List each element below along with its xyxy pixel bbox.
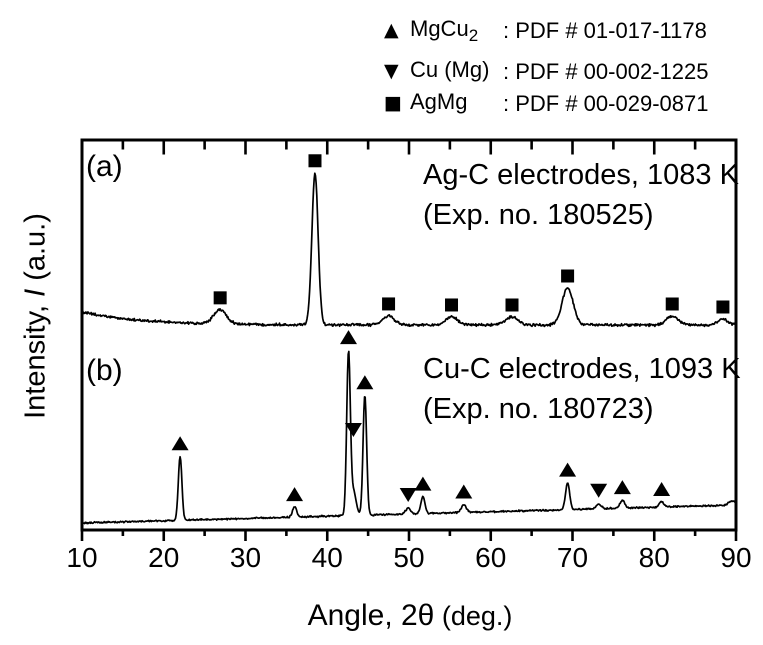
square-marker [505, 298, 519, 312]
triangle-up-marker [414, 476, 432, 491]
xrd-trace-a [81, 172, 737, 328]
annotation-a-line1: Ag-C electrodes, 1083 K [423, 159, 739, 191]
triangle-up-marker [613, 480, 631, 495]
triangle-down-marker [344, 423, 362, 437]
triangle-down-marker [399, 488, 417, 503]
x-tick-label: 60 [475, 542, 507, 573]
square-marker [445, 298, 459, 312]
legend: ▲ MgCu2 : PDF # 01-017-1178 ▼ Cu (Mg) : … [384, 14, 756, 126]
x-tick-label: 70 [556, 542, 589, 573]
square-marker [213, 291, 227, 305]
legend-phase-label: Cu (Mg) [410, 56, 490, 82]
xrd-trace-b [81, 350, 737, 525]
panel-label-a: (a) [86, 150, 123, 183]
triangle-down-icon: ▼ [384, 60, 399, 82]
annotation-series-a: Ag-C electrodes, 1083 K (Exp. no. 180525… [423, 155, 739, 235]
annotation-b-line1: Cu-C electrodes, 1093 K [423, 353, 741, 385]
legend-phase-label: MgCu2 [410, 15, 479, 45]
triangle-up-marker [356, 375, 374, 390]
x-tick-label: 80 [638, 542, 670, 573]
square-marker [308, 154, 322, 168]
triangle-down-marker [590, 483, 608, 498]
x-tick-label: 50 [393, 542, 425, 573]
annotation-a-line2: (Exp. no. 180525) [423, 199, 654, 231]
x-tick-label: 30 [229, 542, 262, 573]
x-axis-title: Angle, 2θ (deg.) [307, 599, 513, 632]
triangle-up-marker [340, 330, 358, 345]
square-icon: ■ [384, 92, 402, 114]
square-marker [382, 297, 396, 311]
square-marker [665, 297, 679, 311]
triangle-up-marker [286, 487, 304, 502]
panel-label-b: (b) [86, 354, 123, 387]
triangle-up-marker [653, 482, 671, 497]
x-tick-label: 40 [311, 542, 343, 573]
square-marker [716, 300, 730, 314]
legend-pdf-ref: : PDF # 00-029-0871 [503, 90, 709, 116]
y-axis-title: Intensity, I (a.u.) [19, 213, 52, 419]
x-tick-label: 20 [148, 542, 180, 573]
triangle-up-icon: ▲ [384, 19, 399, 41]
x-tick-label: 90 [720, 542, 752, 573]
square-marker [561, 269, 575, 283]
triangle-up-marker [455, 484, 473, 499]
annotation-series-b: Cu-C electrodes, 1093 K (Exp. no. 180723… [423, 349, 741, 429]
x-tick-label: 10 [66, 542, 98, 573]
legend-item-agmg: ■ AgMg : PDF # 00-029-0871 [384, 88, 709, 117]
legend-item-cumg: ▼ Cu (Mg) : PDF # 00-002-1225 [384, 56, 709, 85]
annotation-b-line2: (Exp. no. 180723) [423, 393, 654, 425]
legend-phase-label: AgMg [410, 88, 468, 114]
legend-pdf-ref: : PDF # 00-002-1225 [503, 58, 709, 84]
legend-item-mgcu2: ▲ MgCu2 : PDF # 01-017-1178 [384, 15, 707, 45]
triangle-up-marker [559, 462, 577, 477]
legend-pdf-ref: : PDF # 01-017-1178 [503, 17, 707, 43]
triangle-up-marker [171, 436, 189, 451]
